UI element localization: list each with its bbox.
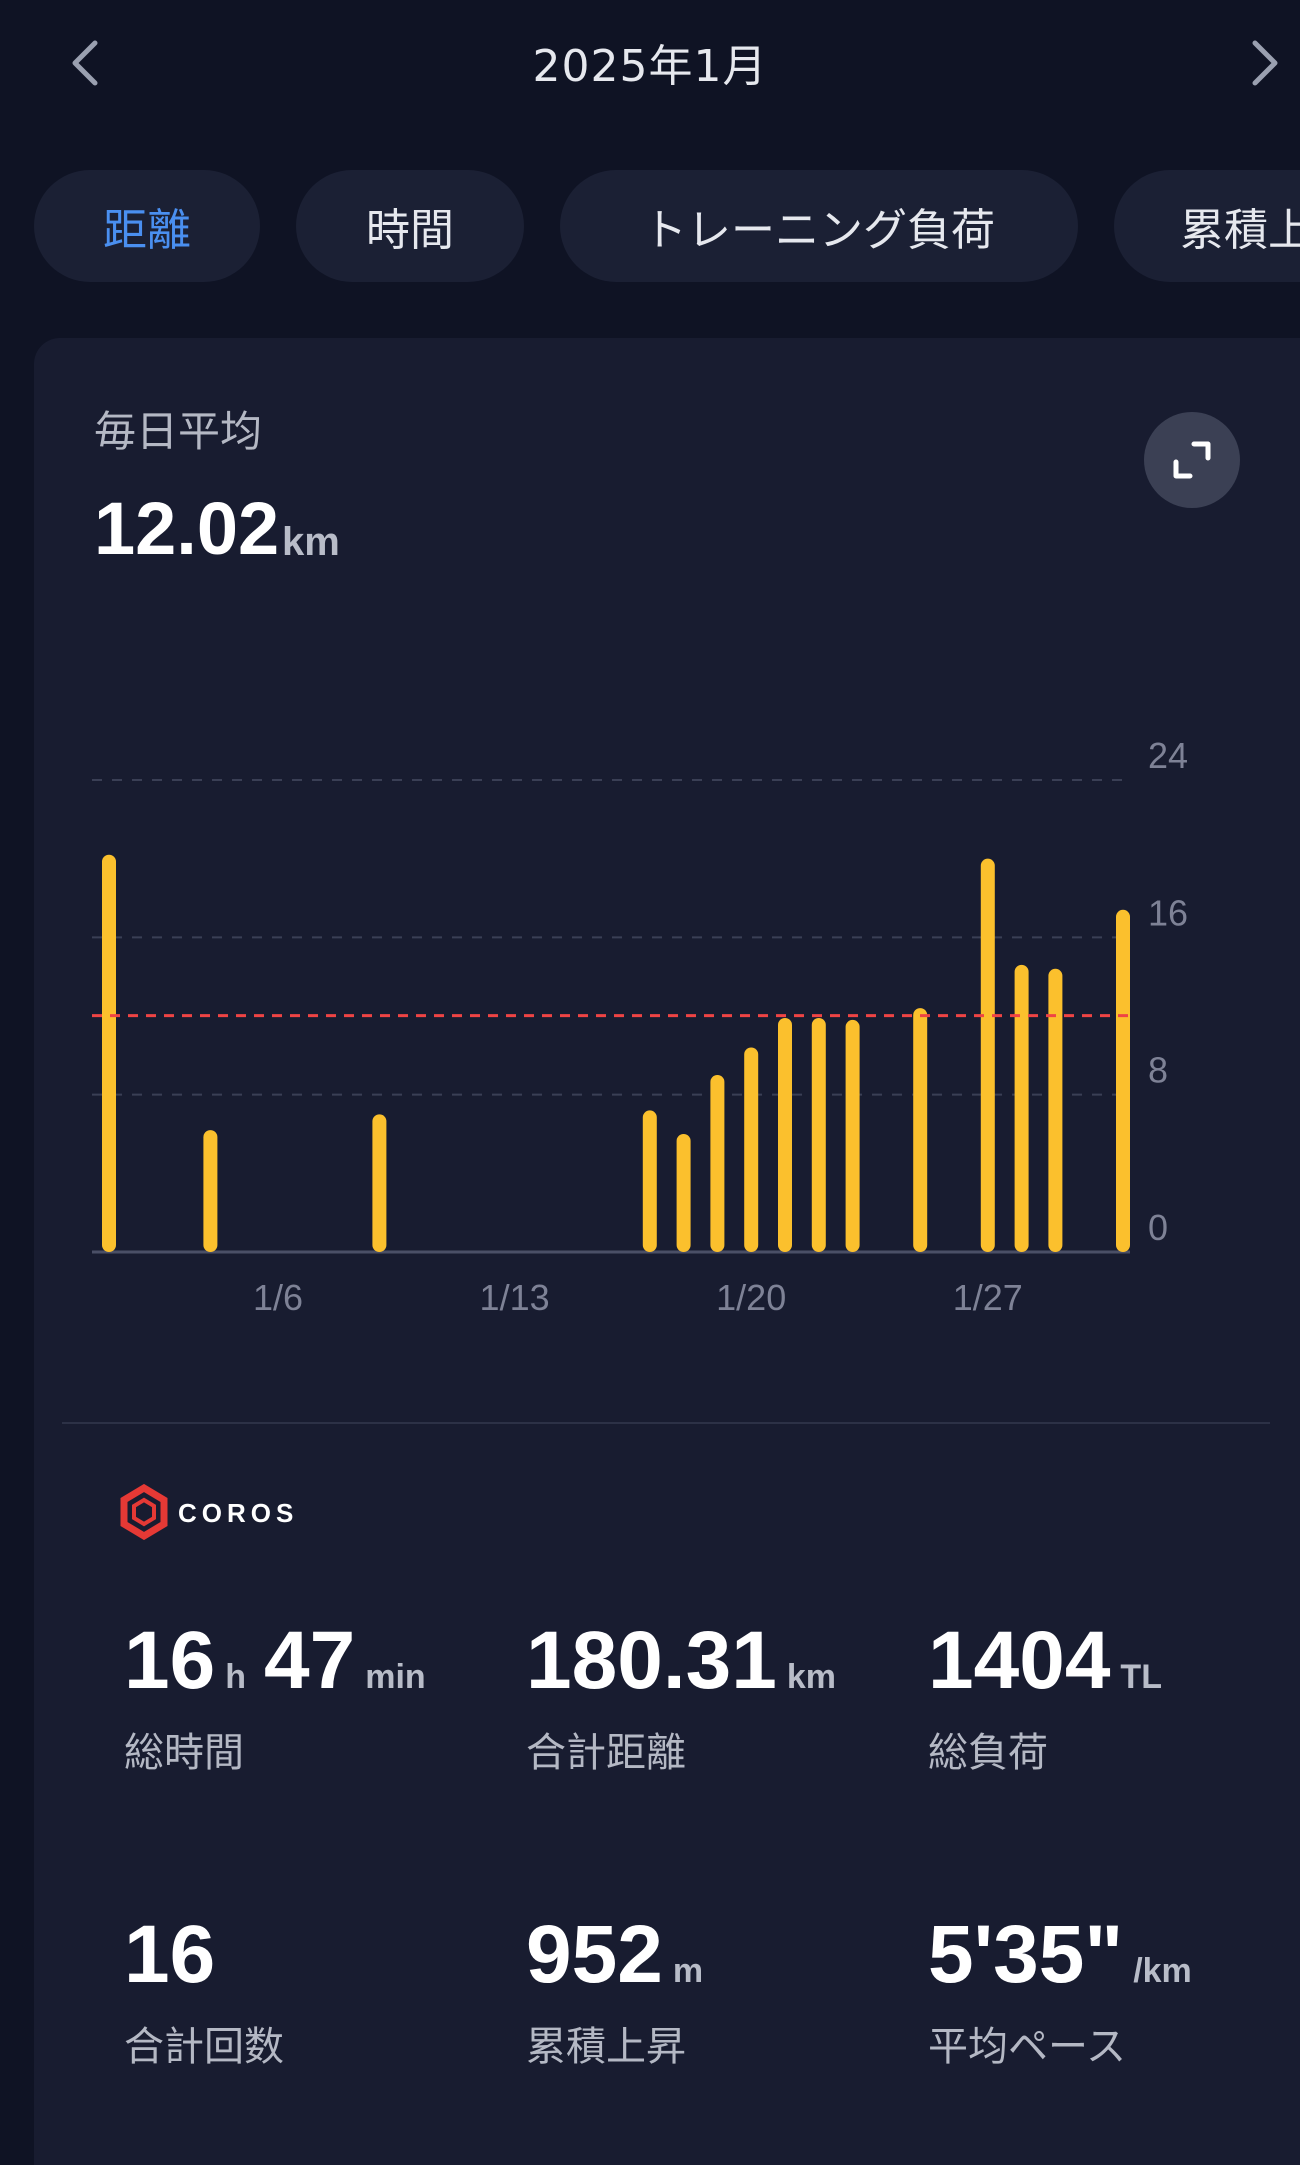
stat-value: 5'35"	[928, 1909, 1124, 2000]
chevron-right-icon	[1252, 40, 1278, 86]
tab-distance[interactable]: 距離	[34, 170, 260, 282]
expand-button[interactable]	[1144, 412, 1240, 508]
distance-bar-chart: 0 8 16 24 1/6 1/13 1/20 1/27	[92, 735, 1188, 1318]
stat-value: 952	[526, 1909, 663, 2000]
y-tick-label: 16	[1148, 892, 1188, 933]
divider	[62, 1422, 1270, 1424]
tab-time[interactable]: 時間	[296, 170, 524, 282]
stat-label: 総時間	[124, 1730, 244, 1776]
bar-day-25	[913, 1008, 928, 1252]
daily-average-unit: km	[282, 520, 340, 564]
expand-icon	[1173, 441, 1211, 479]
stat-value: 1404	[928, 1615, 1111, 1706]
stat-unit: TL	[1120, 1658, 1162, 1696]
x-tick-label: 1/6	[253, 1277, 303, 1318]
y-tick-label: 24	[1148, 735, 1188, 776]
x-tick-label: 1/27	[953, 1277, 1023, 1318]
stat-value: 16	[124, 1615, 216, 1706]
stat-unit: m	[672, 1952, 704, 1990]
tab-elevation-gain[interactable]: 累積上昇	[1114, 170, 1300, 282]
month-title: 2025年1月	[532, 41, 768, 92]
bar-day-19	[710, 1075, 725, 1252]
stat-label: 合計距離	[526, 1730, 686, 1776]
stat-unit: h	[225, 1658, 246, 1696]
stat-total-distance: 180.31 km 合計距離	[526, 1614, 854, 1778]
header: 2025年1月	[0, 0, 1300, 125]
bar-day-23	[845, 1019, 860, 1252]
stat-label: 平均ペース	[928, 2024, 1126, 2070]
next-month-button[interactable]	[1230, 28, 1300, 98]
stat-label: 総負荷	[928, 1730, 1048, 1776]
stat-value: 180.31	[526, 1615, 777, 1706]
stat-elevation-gain: 952 m 累積上昇	[526, 1908, 721, 2072]
bar-day-31	[1116, 909, 1130, 1252]
prev-month-button[interactable]	[50, 28, 120, 98]
metric-tabs: 距離 時間 トレーニング負荷 累積上昇	[0, 170, 1300, 285]
stat-total-count: 16 合計回数	[124, 1908, 284, 2072]
coros-logo: COROS	[120, 1484, 298, 1540]
daily-average-value: 12.02	[94, 487, 280, 570]
y-tick-label: 0	[1148, 1207, 1168, 1248]
stat-unit: km	[786, 1658, 836, 1696]
stat-total-load: 1404 TL 総負荷	[928, 1614, 1180, 1778]
tab-training-load[interactable]: トレーニング負荷	[560, 170, 1078, 282]
stat-unit: min	[365, 1658, 426, 1696]
bar-day-21	[778, 1017, 792, 1252]
bar-day-29	[1048, 968, 1063, 1252]
x-tick-label: 1/20	[716, 1277, 786, 1318]
stat-value: 47	[264, 1615, 356, 1706]
stat-average-pace: 5'35"/km 平均ペース	[928, 1908, 1210, 2072]
bar-day-28	[1014, 964, 1029, 1252]
bar-day-22	[811, 1017, 826, 1252]
stat-total-time: 16 h 47 min 総時間	[124, 1614, 444, 1778]
daily-average-label: 毎日平均	[94, 407, 263, 456]
chevron-left-icon	[72, 40, 98, 86]
stat-label: 累積上昇	[526, 2024, 686, 2070]
bar-day-4	[203, 1130, 218, 1252]
bar-day-18	[676, 1134, 691, 1252]
y-tick-label: 8	[1148, 1050, 1168, 1091]
stat-label: 合計回数	[124, 2024, 284, 2070]
stat-unit: /km	[1133, 1952, 1192, 1990]
bar-day-17	[642, 1110, 657, 1252]
bar-day-1	[102, 854, 116, 1252]
bar-day-27	[980, 858, 995, 1252]
bar-day-9	[372, 1114, 387, 1252]
bar-day-20	[744, 1047, 759, 1252]
coros-wordmark: COROS	[178, 1498, 298, 1528]
x-tick-label: 1/13	[480, 1277, 550, 1318]
stat-value: 16	[124, 1909, 216, 2000]
